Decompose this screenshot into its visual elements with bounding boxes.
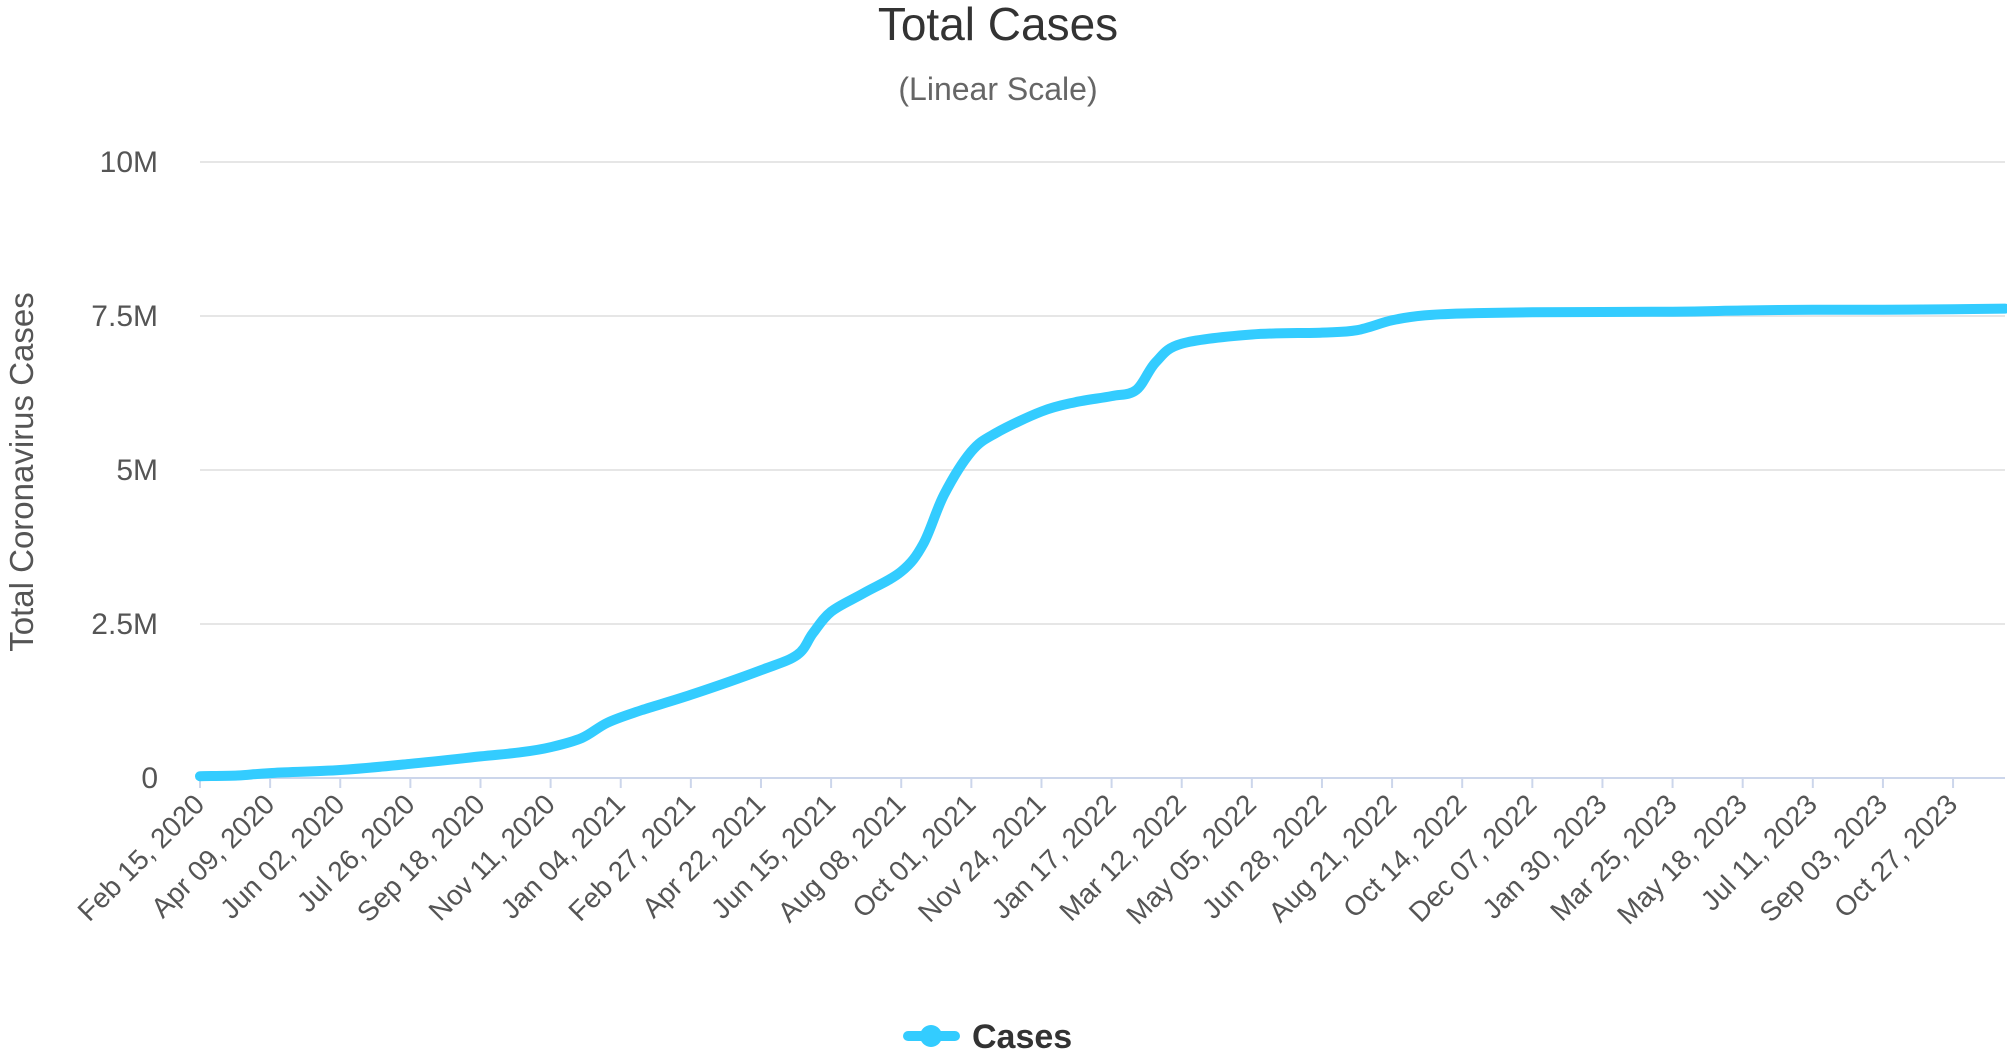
- y-tick-label: 10M: [100, 146, 158, 179]
- legend-label: Cases: [972, 1018, 1072, 1055]
- y-tick-label: 2.5M: [91, 608, 158, 641]
- y-axis-label: Total Coronavirus Cases: [3, 292, 40, 652]
- series-layer: [195, 303, 2007, 782]
- y-axis-ticks: 0 2.5M 5M 7.5M 10M: [91, 146, 158, 795]
- series-line-cases[interactable]: [195, 303, 2007, 782]
- gridlines: [200, 161, 2005, 779]
- chart-subtitle: (Linear Scale): [898, 71, 1097, 107]
- legend-symbol-icon: [903, 1025, 960, 1047]
- legend-item-cases[interactable]: Cases: [903, 1018, 1072, 1055]
- y-tick-label: 7.5M: [91, 300, 158, 333]
- y-tick-label: 5M: [116, 454, 158, 487]
- x-tick-label: Oct 27, 2023: [1828, 788, 1963, 923]
- y-tick-label: 0: [141, 762, 158, 795]
- chart-title: Total Cases: [878, 0, 1118, 50]
- legend-marker-icon: [920, 1025, 942, 1047]
